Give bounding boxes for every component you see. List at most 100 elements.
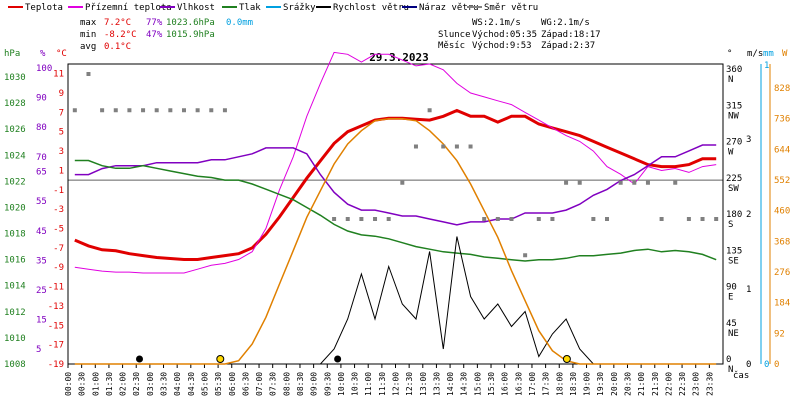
x-tick-label: 14:30 [460,372,469,396]
wind-dir-point [509,217,514,221]
wind-dir-compass-label: SE [728,256,739,266]
wind-dir-point [400,180,405,185]
x-tick-label: 01:00 [91,372,100,396]
pressure-tick-label: 1024 [4,151,26,161]
pressure-tick-label: 1022 [4,177,26,187]
wind-dir-point [386,217,391,221]
x-tick-label: 15:00 [473,372,482,396]
moon-marker [334,355,342,363]
radiation-tick-label: 552 [774,176,790,186]
wind-dir-compass-label: W [728,148,734,158]
x-tick-label: 22:30 [678,372,687,396]
unit-ms: m/s [747,49,763,59]
x-tick-label: 11:30 [378,372,387,396]
wind-dir-point [659,217,664,221]
x-tick-label: 06:30 [241,372,250,396]
temperature-tick-label: 5 [59,128,64,138]
x-tick-label: 07:00 [255,372,264,396]
wind-dir-point [413,144,418,149]
wind-dir-point [86,72,91,76]
x-tick-label: 14:00 [446,372,455,396]
legend: Teplota Přízemní teplota Vlhkost Tlak Srážky… [8,3,538,13]
rain-tick-label: 0 [764,360,769,370]
wind-dir-point [127,108,132,113]
x-tick-label: 00:00 [64,372,73,396]
x-tick-label: 23:00 [692,372,701,396]
series-line [74,51,717,274]
x-tick-label: 00:30 [78,372,87,396]
wind-dir-point [332,217,337,221]
wind-dir-point [359,217,364,221]
chart-date: 29.3.2023 [369,51,429,64]
radiation-tick-label: 184 [774,299,790,309]
wind-dir-compass-label: NW [728,111,739,121]
wind-dir-point [618,180,623,185]
wind-dir-tick-label: 360 [726,65,742,75]
x-tick-label: 08:30 [296,372,305,396]
x-tick-label: 20:00 [610,372,619,396]
moon-marker [136,355,144,363]
humidity-tick-label: 70 [36,153,47,163]
temperature-tick-label: -17 [48,341,64,351]
wind-dir-compass-label: S [728,220,733,230]
legend-label: Náraz větru [419,3,479,13]
wind-dir-tick-label: 135 [726,246,742,256]
x-tick-label: 17:00 [528,372,537,396]
x-tick-label: 20:30 [623,372,632,396]
wind-dir-compass-label: N [728,75,733,85]
wind-dir-compass-label: NE [728,329,739,339]
wind-dir-point [113,108,118,113]
x-tick-label: 13:00 [419,372,428,396]
temperature-tick-label: 1 [59,166,64,176]
wind-dir-point [605,217,610,221]
legend-label: Teplota [25,3,63,13]
x-tick-label: 21:00 [637,372,646,396]
x-tick-label: 01:30 [105,372,114,396]
x-axis-label: čas [733,370,749,381]
stats-avg-label: avg [80,42,96,52]
wind-dir-point [632,180,637,185]
wind-dir-tick-label: 0 [726,355,731,365]
temperature-tick-label: -11 [48,283,64,293]
wind-dir-point [141,108,146,113]
x-tick-label: 10:30 [351,372,360,396]
stats-max-label: max [80,18,97,28]
x-tick-label: 17:30 [542,372,551,396]
radiation-tick-label: 828 [774,84,790,94]
temperature-tick-label: -1 [53,186,64,196]
unit-degc: °C [56,49,67,59]
series-line [74,236,717,365]
wind-dir-point [495,217,500,221]
temperature-tick-label: -13 [48,302,64,312]
moonrise: Východ:9:53 [472,41,532,51]
radiation-tick-label: 368 [774,237,790,247]
wind-dir-point [673,180,678,185]
unit-wm2: W [782,49,788,59]
temperature-tick-label: 11 [53,70,64,80]
humidity-tick-label: 100 [36,64,52,74]
radiation-tick-label: 644 [774,145,790,155]
wind-dir-tick-label: 180 [726,210,742,220]
humidity-tick-label: 25 [36,286,47,296]
stats-max-temp: 7.2°C [104,18,131,28]
x-tick-label: 09:30 [323,372,332,396]
x-tick-label: 09:00 [310,372,319,396]
x-tick-label: 12:00 [392,372,401,396]
pressure-tick-label: 1028 [4,99,26,109]
radiation-tick-label: 736 [774,115,790,125]
x-tick-label: 16:00 [501,372,510,396]
humidity-tick-label: 65 [36,168,47,178]
x-tick-label: 10:00 [337,372,346,396]
moonset: Západ:2:37 [541,41,595,51]
x-tick-label: 21:30 [651,372,660,396]
x-tick-label: 18:00 [555,372,564,396]
x-tick-label: 05:30 [214,372,223,396]
sun-marker [216,355,225,363]
legend-label: Srážky [283,3,316,13]
wind-dir-tick-label: 45 [726,319,737,329]
stats-max-hum: 77% [146,18,163,28]
wind-dir-point [181,108,186,113]
x-tick-label: 08:00 [282,372,291,396]
humidity-tick-label: 35 [36,256,47,266]
pressure-tick-label: 1030 [4,73,26,83]
